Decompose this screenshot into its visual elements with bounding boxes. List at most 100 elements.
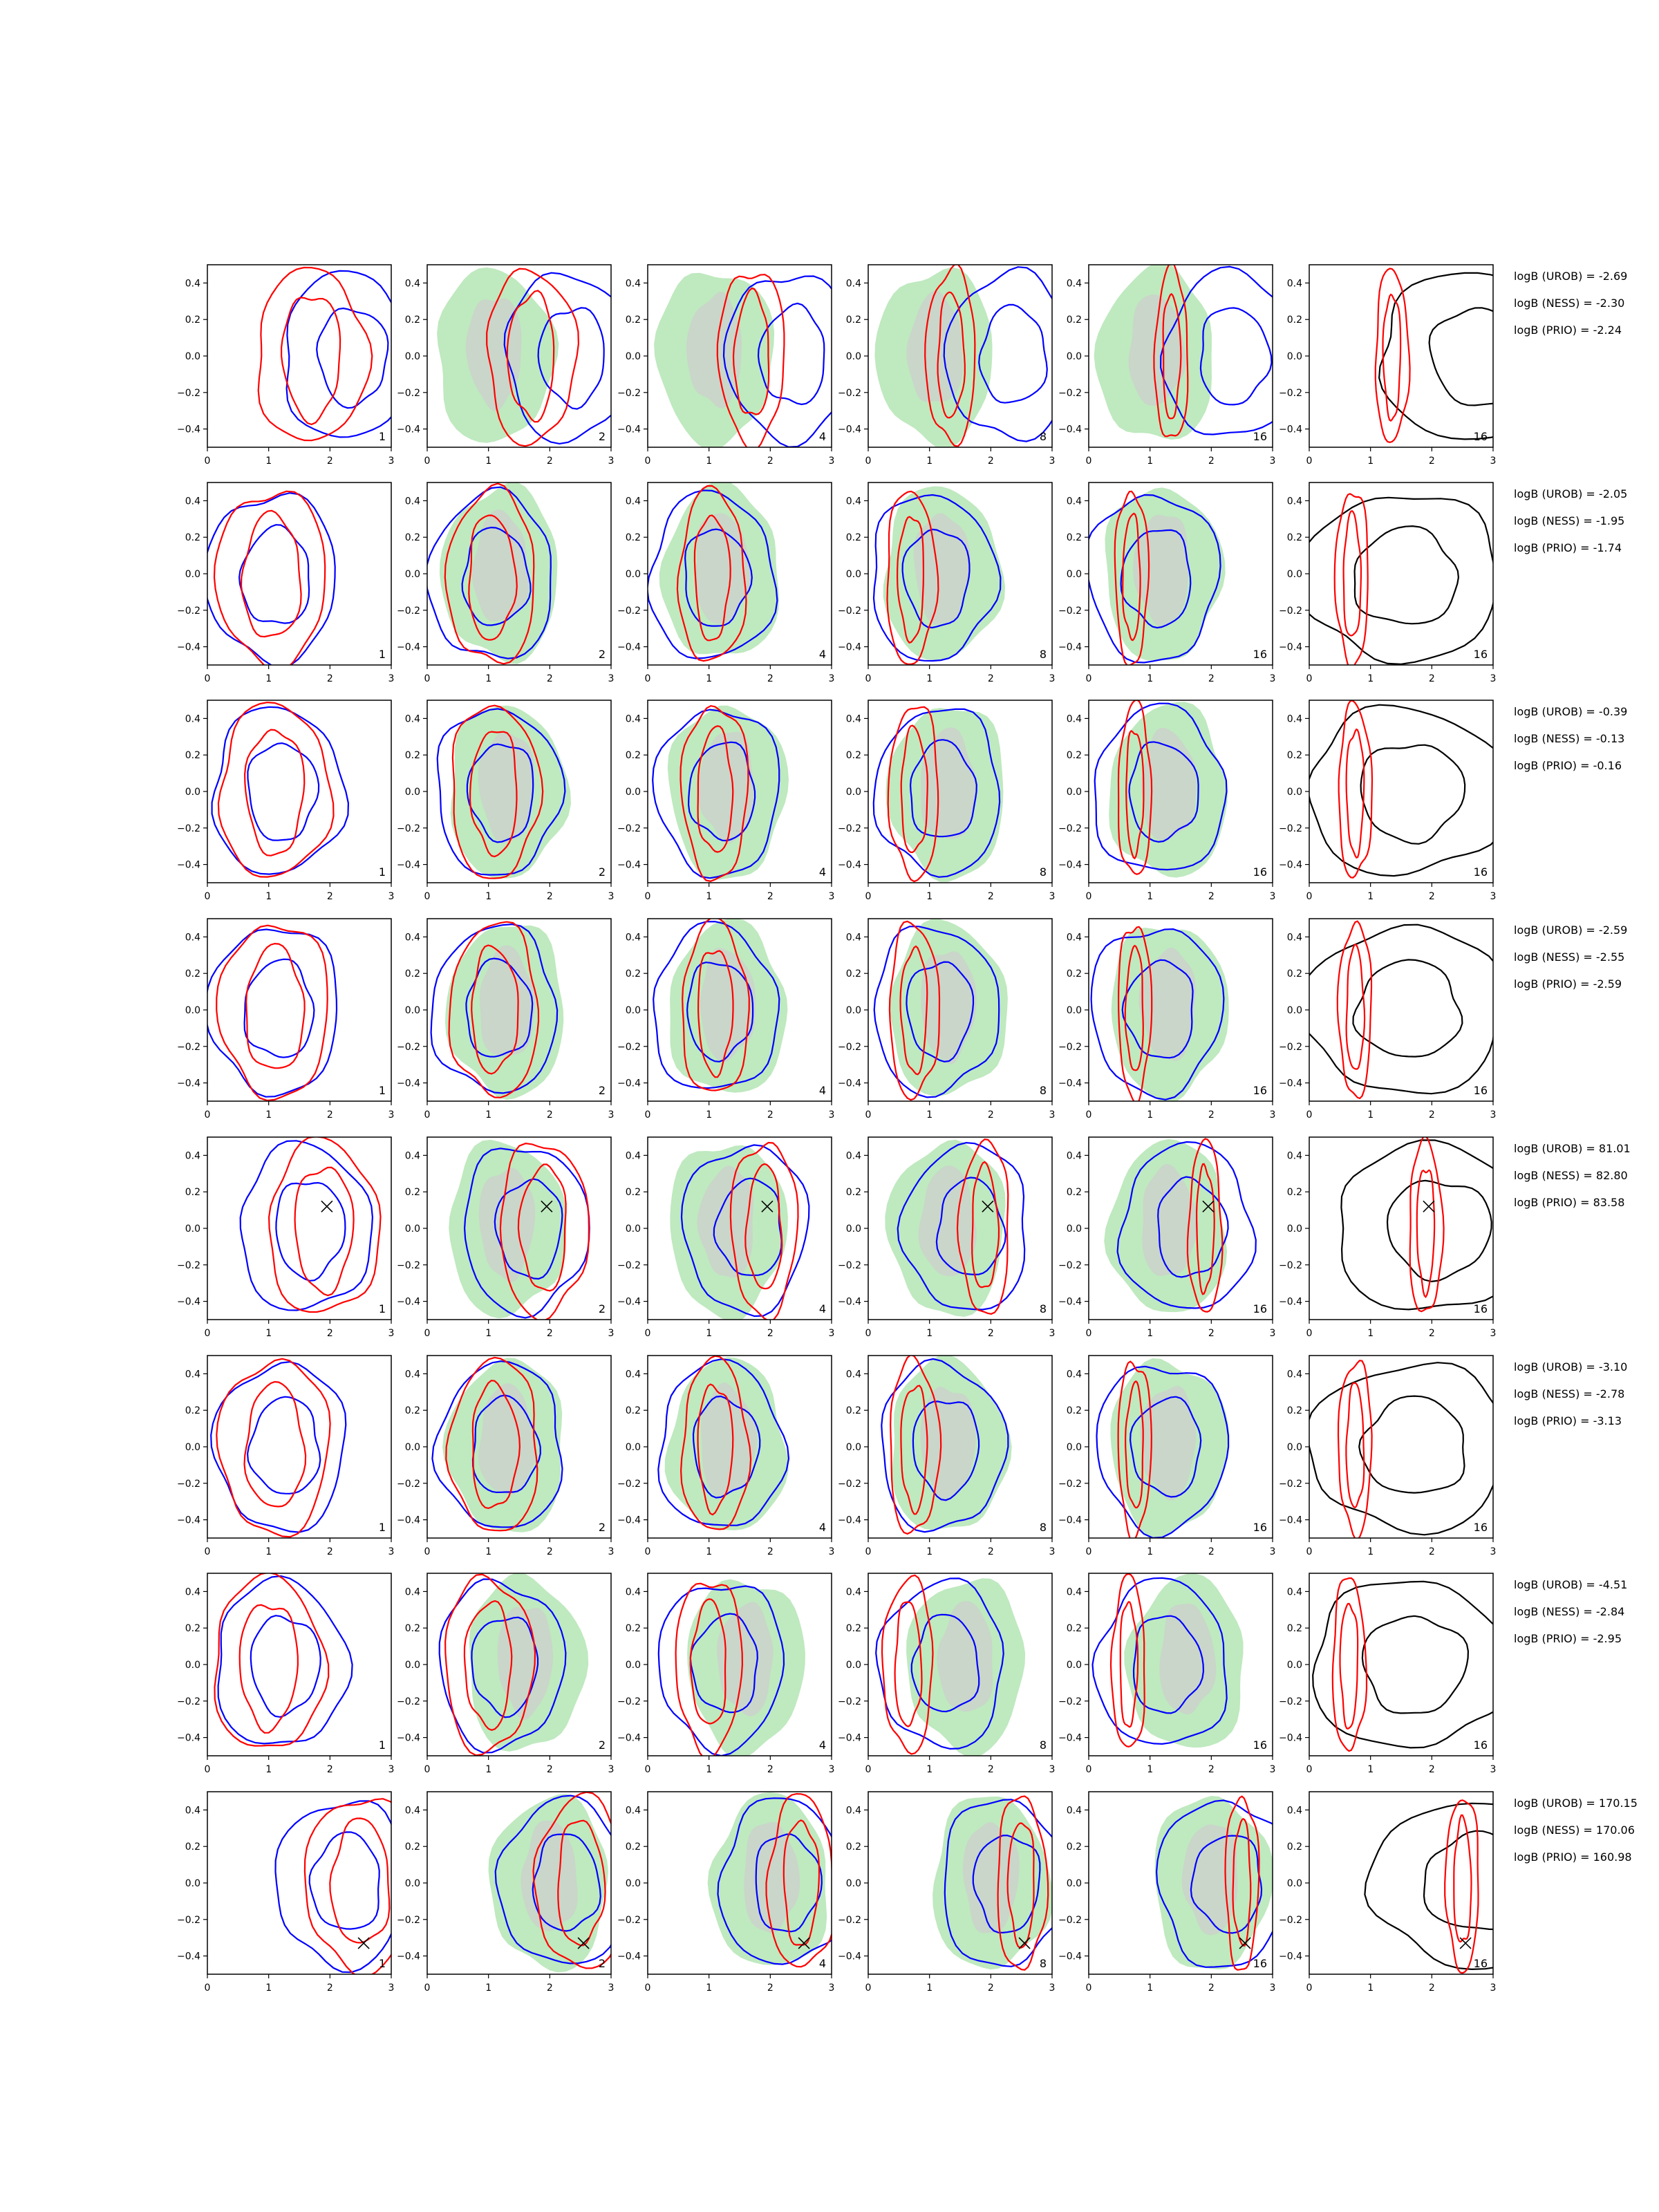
true-value-marker: [1423, 1200, 1435, 1212]
red-contour-inner: [468, 514, 518, 641]
y-tick-label: −0.4: [1058, 1733, 1082, 1744]
x-tick-label: 0: [424, 1764, 431, 1775]
x-tick-label: 1: [706, 1328, 712, 1339]
x-tick-label: 0: [865, 891, 872, 902]
y-tick-label: 0.0: [1067, 787, 1082, 798]
x-tick-label: 0: [424, 1109, 431, 1121]
y-tick-label: 0.2: [1287, 1187, 1302, 1198]
y-tick-label: −0.4: [177, 424, 200, 435]
x-tick-label: 2: [988, 1328, 994, 1339]
panel-label: 8: [1040, 1302, 1047, 1315]
x-tick-label: 1: [265, 456, 272, 467]
x-tick-label: 1: [265, 1546, 272, 1557]
x-tick-label: 0: [1086, 456, 1092, 467]
y-tick-label: −0.4: [397, 642, 420, 653]
blue-contour-inner: [308, 1831, 380, 1930]
y-tick-label: −0.4: [617, 424, 641, 435]
panel-label: 2: [599, 430, 606, 443]
panel-label: 8: [1040, 648, 1047, 661]
red-contour-inner: [1122, 512, 1141, 641]
x-tick-label: 3: [608, 1328, 615, 1339]
blue-contour-outer: [717, 1797, 832, 1965]
panel-r7-c3: −0.4 −0.2 0.0 0.2 0.4 0 1 2 3 4: [617, 1573, 834, 1775]
y-tick-label: 0.4: [405, 278, 420, 289]
x-tick-label: 2: [547, 1764, 553, 1775]
x-tick-label: 3: [388, 1764, 395, 1775]
x-tick-label: 2: [767, 1328, 774, 1339]
red-contour-inner: [281, 297, 341, 426]
x-tick-label: 1: [1147, 1764, 1153, 1775]
y-tick-label: −0.2: [617, 1260, 641, 1271]
blue-contour-outer: [1116, 1141, 1257, 1309]
y-tick-label: 0.4: [1287, 713, 1302, 724]
posterior-fill-inner: [906, 290, 963, 402]
red-contour-outer: [729, 1141, 799, 1320]
true-value-marker: [798, 1937, 810, 1949]
red-contour-inner: [1416, 1169, 1436, 1298]
y-tick-label: −0.4: [617, 642, 641, 653]
logb-text: logB (PRIO) = 160.98: [1514, 1850, 1632, 1864]
y-tick-label: −0.4: [397, 1515, 420, 1526]
x-tick-label: 1: [1367, 891, 1374, 902]
red-contour-inner: [506, 290, 555, 423]
red-contour-inner: [900, 1385, 928, 1515]
y-tick-label: −0.2: [838, 1042, 861, 1053]
red-contour-inner: [894, 1601, 923, 1727]
panel-label: 16: [1253, 865, 1267, 879]
y-tick-label: −0.4: [1058, 642, 1082, 653]
x-tick-label: 1: [265, 1764, 272, 1775]
y-tick-label: 0.2: [1067, 315, 1082, 326]
x-tick-label: 3: [829, 1546, 835, 1557]
x-tick-label: 2: [1429, 891, 1435, 902]
x-tick-label: 2: [988, 1109, 994, 1121]
red-contour-inner: [896, 516, 924, 644]
red-contour-outer: [997, 1795, 1049, 1971]
x-tick-label: 3: [1049, 456, 1056, 467]
panel-r5-c4: −0.4 −0.2 0.0 0.2 0.4 0 1 2 3 8: [838, 1136, 1055, 1339]
red-contour-outer: [214, 1573, 330, 1747]
panel-r3-c4: −0.4 −0.2 0.0 0.2 0.4 0 1 2 3 8: [838, 700, 1055, 902]
x-tick-label: 0: [865, 1109, 872, 1121]
x-tick-label: 1: [485, 1983, 491, 1994]
black-contour-inner: [1428, 307, 1493, 406]
x-tick-label: 1: [485, 673, 491, 684]
x-tick-label: 0: [1086, 1764, 1092, 1775]
y-tick-label: −0.4: [177, 1078, 200, 1089]
panel-r1-c1: −0.4 −0.2 0.0 0.2 0.4 0 1 2 3 1: [177, 264, 394, 467]
y-tick-label: −0.2: [397, 1696, 420, 1707]
red-contour-outer: [216, 1358, 331, 1538]
x-tick-label: 2: [767, 1109, 774, 1121]
blue-contour-inner: [465, 957, 534, 1058]
y-tick-label: 0.4: [1067, 932, 1082, 943]
x-tick-label: 0: [205, 1109, 211, 1121]
blue-contour-inner: [692, 1395, 761, 1499]
panel-label: 16: [1253, 1957, 1267, 1970]
x-tick-label: 3: [829, 1764, 835, 1775]
x-tick-label: 1: [1367, 1546, 1374, 1557]
panel-r5-c5: −0.4 −0.2 0.0 0.2 0.4 0 1 2 3 16: [1058, 1136, 1275, 1339]
x-tick-label: 3: [829, 1109, 835, 1121]
y-tick-label: −0.4: [177, 1297, 200, 1308]
red-contour-inner: [1382, 293, 1402, 422]
x-tick-label: 0: [1306, 1546, 1313, 1557]
y-tick-label: 0.0: [1287, 1005, 1302, 1016]
red-contour-inner: [1119, 1601, 1139, 1728]
x-tick-label: 1: [1147, 456, 1153, 467]
y-tick-label: 0.4: [626, 278, 641, 289]
panel-frame: [207, 918, 392, 1102]
x-tick-label: 3: [608, 1983, 615, 1994]
x-tick-label: 0: [424, 673, 431, 684]
red-contour-outer: [1338, 700, 1374, 879]
x-tick-label: 3: [1270, 673, 1276, 684]
red-contour-outer: [1117, 1360, 1152, 1538]
blue-contour-outer: [274, 1800, 391, 1974]
y-tick-label: −0.2: [177, 1696, 200, 1707]
panel-frame: [1309, 1136, 1494, 1320]
red-contour-inner: [937, 291, 966, 419]
red-contour-inner: [697, 950, 734, 1078]
panel-r3-c5: −0.4 −0.2 0.0 0.2 0.4 0 1 2 3 16: [1058, 700, 1275, 902]
y-tick-label: 0.2: [1067, 1623, 1082, 1634]
blue-contour-outer: [722, 275, 832, 447]
x-tick-label: 3: [1490, 1983, 1497, 1994]
x-tick-label: 3: [608, 673, 615, 684]
